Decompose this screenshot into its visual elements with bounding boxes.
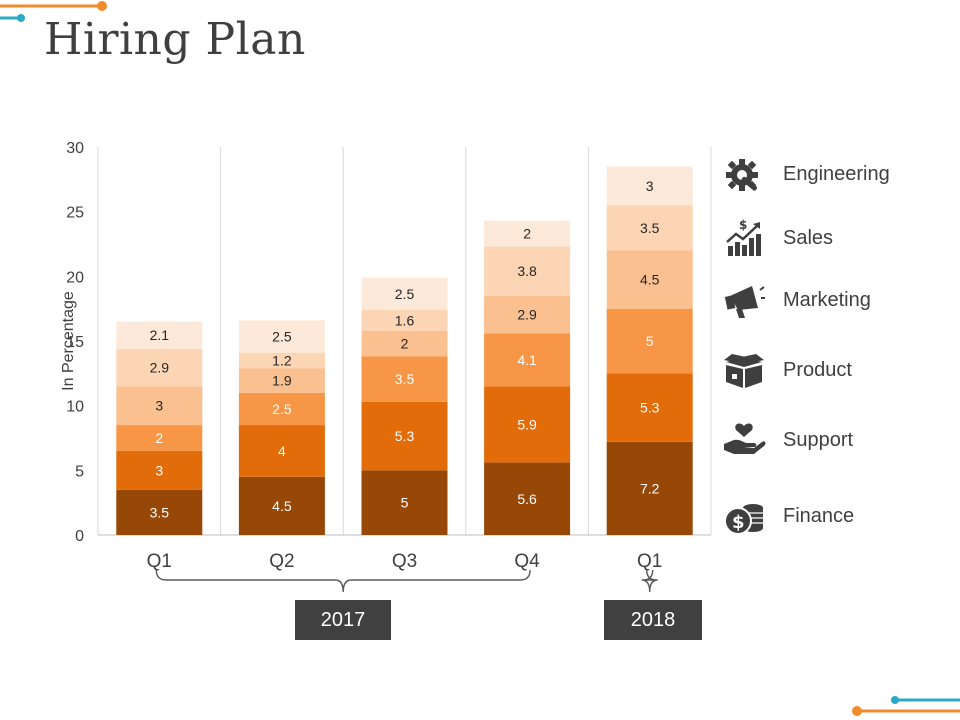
group-brace (641, 569, 658, 593)
data-label: 2 (155, 430, 163, 446)
data-label: 5.6 (517, 491, 537, 507)
data-label: 3.8 (517, 263, 537, 279)
legend-item-support: Support (722, 418, 952, 462)
data-label: 7.2 (640, 480, 660, 496)
data-label: 2.9 (150, 360, 170, 376)
open-box-icon (722, 348, 766, 392)
data-label: 2.5 (272, 401, 292, 417)
bar-segment-product (484, 295, 571, 334)
bar-segment-finance (361, 277, 448, 310)
svg-text:$: $ (732, 512, 745, 533)
bar-segment-support (484, 246, 571, 296)
gear-wrench-icon (722, 152, 766, 196)
data-label: 2.5 (272, 328, 292, 344)
legend-item-sales: $ Sales (722, 216, 952, 260)
bar-segment-support (606, 205, 693, 251)
data-label: 3 (155, 462, 163, 478)
bar-segment-marketing (484, 333, 571, 387)
x-category-label: Q3 (392, 551, 417, 572)
legend-label: Sales (783, 226, 834, 249)
legend-item-finance: $ Finance (722, 494, 952, 538)
hand-heart-icon (722, 418, 766, 462)
bar-segment-engineering (484, 462, 571, 535)
x-category-label: Q1 (147, 551, 172, 572)
year-label-2017: 2017 (295, 600, 391, 640)
bar-segment-marketing (361, 356, 448, 402)
bar-segment-marketing (606, 308, 693, 374)
bar-segment-product (116, 386, 203, 426)
x-category-label: Q4 (514, 551, 540, 572)
bar-segment-sales (116, 450, 203, 490)
data-label: 4.5 (272, 498, 292, 514)
data-label: 5 (646, 333, 654, 349)
data-label: 1.9 (272, 372, 292, 388)
data-label: 2.1 (150, 327, 170, 343)
bar-segment-support (116, 348, 203, 387)
bar-segment-finance (116, 321, 203, 349)
sales-growth-icon: $ (722, 216, 766, 260)
x-category-label: Q1 (637, 551, 662, 572)
bar-segment-engineering (361, 470, 448, 535)
data-label: 2 (401, 336, 409, 352)
year-label-2018: 2018 (604, 600, 702, 640)
data-label: 5.9 (517, 416, 537, 432)
data-label: 5.3 (640, 400, 660, 416)
y-axis-title: In Percentage (60, 291, 77, 391)
data-label: 1.6 (395, 312, 415, 328)
data-label: 4.1 (517, 352, 537, 368)
data-label: 3.5 (640, 220, 660, 236)
bar-segment-engineering (238, 476, 325, 535)
bar-segment-engineering (606, 441, 693, 535)
data-label: 2.9 (517, 306, 537, 322)
data-label: 3 (155, 398, 163, 414)
bar-segment-marketing (116, 425, 203, 451)
bar-segment-product (238, 368, 325, 393)
bar-segment-finance (606, 166, 693, 206)
y-tick-label: 25 (66, 205, 84, 222)
bar-segment-product (606, 250, 693, 309)
y-tick-label: 30 (66, 140, 84, 157)
y-tick-label: 0 (75, 528, 84, 545)
bar-segment-marketing (238, 392, 325, 426)
y-tick-label: 15 (66, 334, 84, 351)
data-label: 3.5 (150, 504, 170, 520)
legend-label: Finance (783, 504, 855, 527)
bar-segment-sales (606, 373, 693, 442)
bar-segment-engineering (116, 489, 203, 535)
megaphone-icon (722, 278, 766, 322)
legend-label: Marketing (783, 288, 871, 311)
legend-item-product: Product (722, 348, 952, 392)
group-brace (155, 569, 531, 593)
data-label: 5 (401, 495, 409, 511)
bar-segment-sales (238, 425, 325, 477)
coins-icon: $ (722, 494, 766, 538)
legend-label: Support (783, 428, 854, 451)
data-label: 1.2 (272, 352, 292, 368)
legend-item-marketing: Marketing (722, 278, 952, 322)
x-category-label: Q2 (269, 551, 294, 572)
bar-segment-support (238, 352, 325, 369)
data-label: 4 (278, 443, 286, 459)
legend-label: Engineering (783, 162, 890, 185)
bar-segment-support (361, 309, 448, 331)
y-tick-label: 5 (75, 463, 84, 480)
data-label: 4.5 (640, 272, 660, 288)
data-label: 2 (523, 226, 531, 242)
bar-segment-sales (484, 386, 571, 463)
bar-segment-product (361, 330, 448, 357)
data-label: 3.5 (395, 371, 415, 387)
data-label: 5.3 (395, 428, 415, 444)
bar-segment-finance (238, 320, 325, 353)
data-label: 2.5 (395, 286, 415, 302)
data-label: 3 (646, 178, 654, 194)
legend-item-engineering: Engineering (722, 152, 952, 196)
y-tick-label: 10 (66, 399, 84, 416)
legend-label: Product (783, 358, 852, 381)
page-title: Hiring Plan (44, 14, 306, 65)
y-tick-label: 20 (66, 269, 84, 286)
bar-segment-finance (484, 220, 571, 247)
bar-segment-sales (361, 401, 448, 471)
svg-text:$: $ (739, 218, 747, 232)
